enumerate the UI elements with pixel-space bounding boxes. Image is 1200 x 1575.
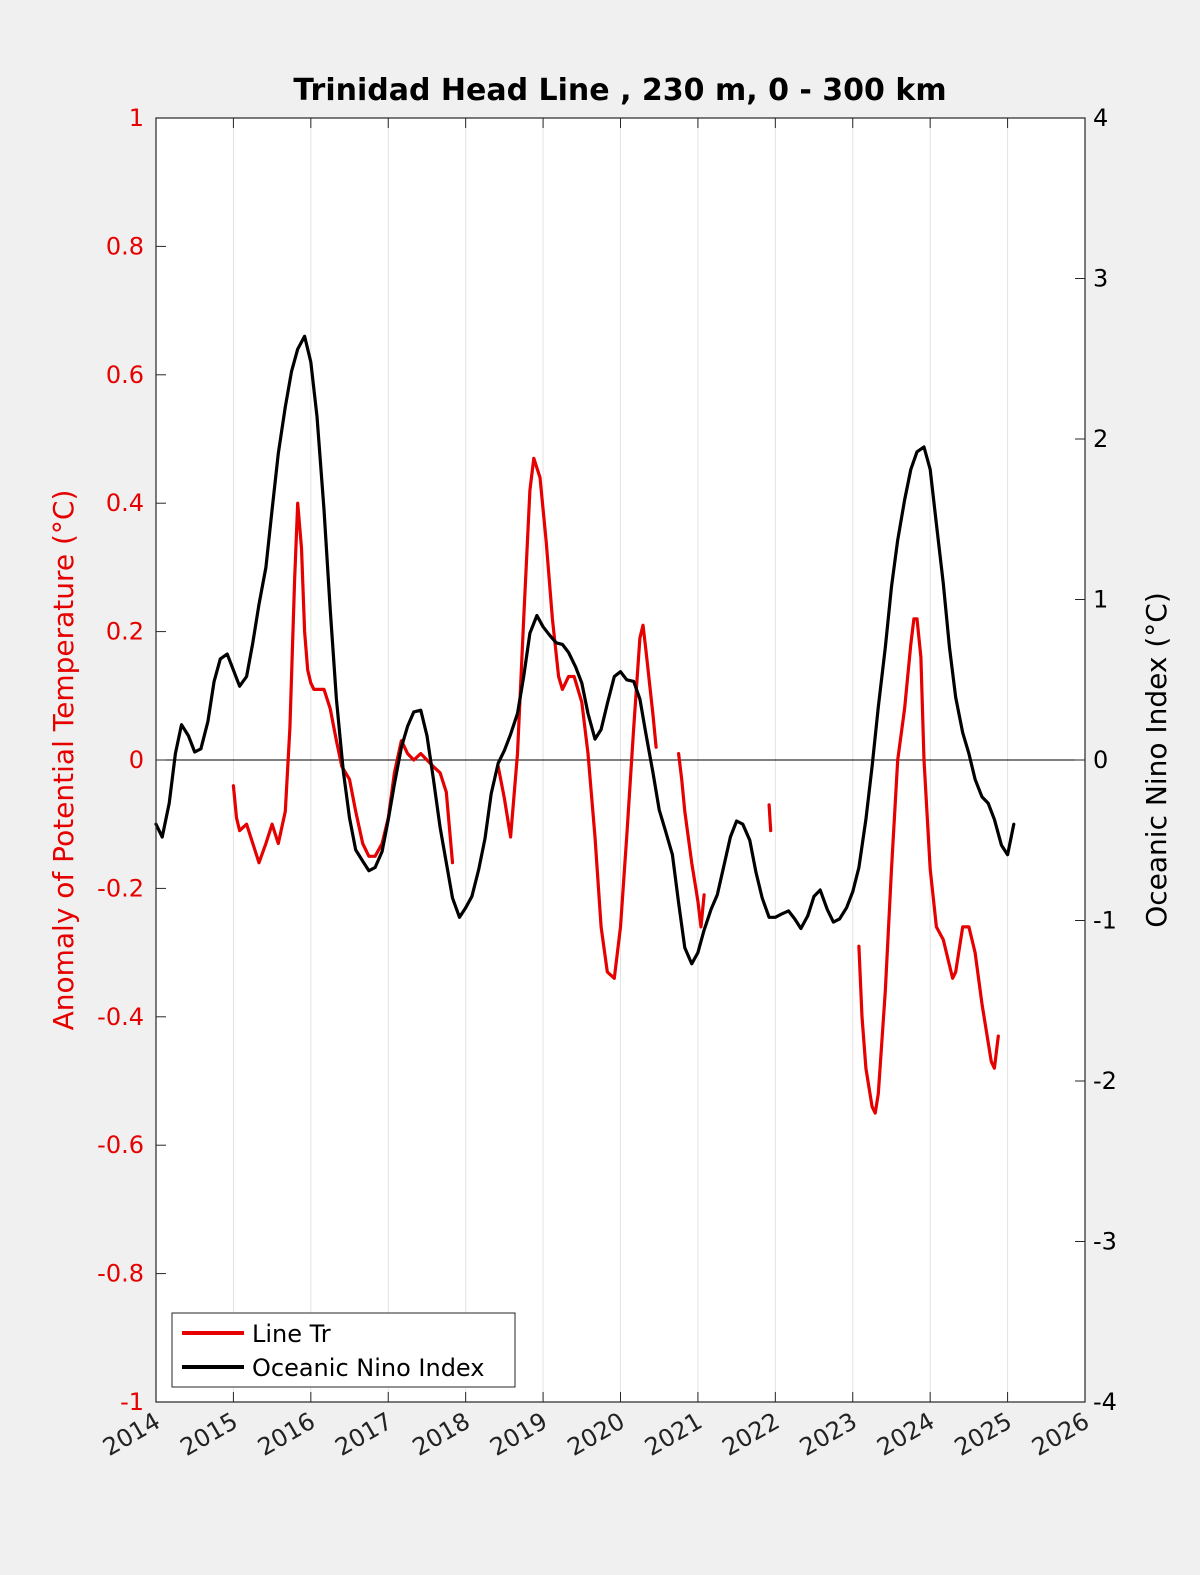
series-line-segment	[857, 617, 1000, 1115]
right-axis-label: Oceanic Nino Index (°C)	[1140, 592, 1173, 928]
left-y-tick-label: -0.6	[97, 1131, 144, 1159]
tick-marks	[155, 117, 1086, 1403]
left-y-tick-label: 0.8	[106, 232, 144, 260]
right-y-tick-label: 2	[1093, 425, 1108, 453]
right-y-tick-label: -2	[1093, 1067, 1117, 1095]
right-y-tick-label: -3	[1093, 1228, 1117, 1256]
left-axis-label: Anomaly of Potential Temperature (°C)	[47, 490, 80, 1031]
left-y-tick-label: -0.4	[97, 1003, 144, 1031]
left-y-tick-label: 0.2	[106, 618, 144, 646]
legend-label-line-tr: Line Tr	[252, 1320, 331, 1348]
series-line-segment	[496, 456, 658, 980]
right-y-tick-label: -4	[1093, 1388, 1117, 1416]
series-line-segment	[231, 501, 455, 865]
left-y-tick-label: 1	[129, 104, 144, 132]
legend-box	[171, 1312, 516, 1388]
series-line-tr	[231, 456, 1000, 1115]
series-line-segment	[767, 803, 773, 833]
series-line-segment	[677, 752, 706, 929]
series-layer	[154, 334, 1016, 1115]
legend-label-oni: Oceanic Nino Index	[252, 1354, 484, 1382]
legend: Line Tr Oceanic Nino Index	[171, 1312, 516, 1388]
right-y-tick-label: 0	[1093, 746, 1108, 774]
right-y-tick-label: 1	[1093, 586, 1108, 614]
left-y-tick-label: -0.2	[97, 874, 144, 902]
series-line-segment	[154, 334, 1016, 966]
left-y-tick-label: 0.4	[106, 489, 144, 517]
right-y-tick-label: -1	[1093, 907, 1117, 935]
left-y-tick-label: -1	[120, 1388, 144, 1416]
right-y-tick-label: 4	[1093, 104, 1108, 132]
right-y-tick-label: 3	[1093, 265, 1108, 293]
series-oceanic-nino-index	[154, 334, 1016, 966]
chart-title: Trinidad Head Line , 230 m, 0 - 300 km	[293, 73, 946, 108]
left-y-tick-label: 0	[129, 746, 144, 774]
left-y-tick-label: -0.8	[97, 1260, 144, 1288]
left-y-tick-label: 0.6	[106, 361, 144, 389]
